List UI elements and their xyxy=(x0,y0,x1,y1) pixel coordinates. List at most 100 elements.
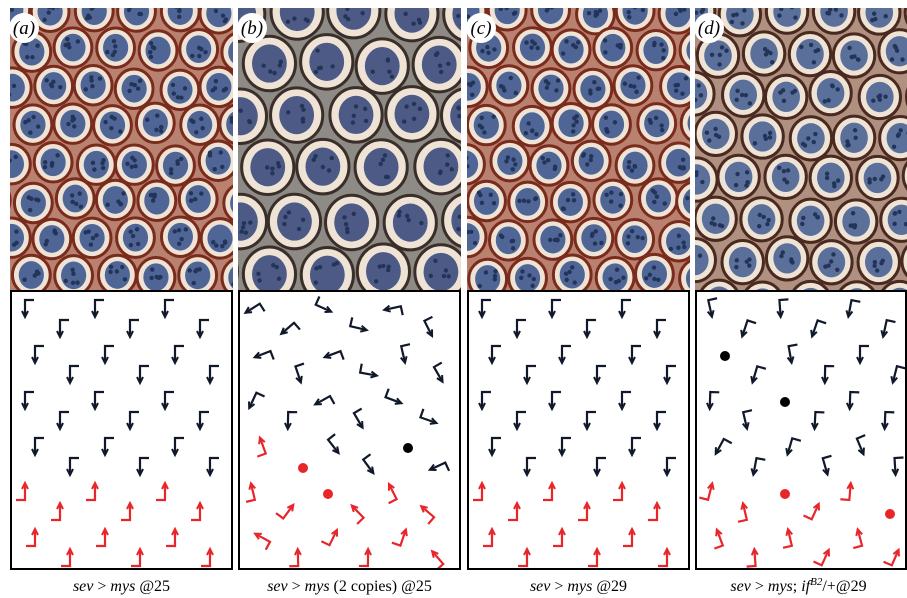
rhabdomere xyxy=(594,10,598,14)
cluster xyxy=(558,188,583,216)
rhabdomere xyxy=(129,230,133,234)
rhabdomere xyxy=(627,160,631,164)
rhabdomere xyxy=(223,239,227,243)
rhabdomere xyxy=(779,7,783,11)
rhabdomere xyxy=(699,93,703,97)
rhabdomere xyxy=(108,270,112,274)
rhabdomere xyxy=(801,216,805,220)
rhabdomere xyxy=(499,7,503,11)
rhabdomere xyxy=(169,167,173,171)
cluster xyxy=(558,36,583,64)
rhabdomere xyxy=(747,263,751,267)
rhabdomere xyxy=(159,125,163,129)
rhabdomere xyxy=(317,66,321,70)
rhabdomere xyxy=(803,143,807,147)
rhabdomere xyxy=(527,273,531,277)
rhabdomere xyxy=(354,104,358,108)
cluster xyxy=(0,74,25,102)
rhabdomere xyxy=(767,310,771,314)
rhabdomere xyxy=(189,191,193,195)
rhabdomere xyxy=(504,6,508,10)
rhabdomere xyxy=(648,273,652,277)
cluster xyxy=(560,261,585,289)
rhabdomere xyxy=(11,2,15,6)
rhabdomere xyxy=(210,88,214,92)
rhabdomere xyxy=(132,158,136,162)
rhabdomere xyxy=(3,161,7,165)
rhabdomere xyxy=(404,104,408,108)
rhabdomere xyxy=(445,162,449,166)
rhabdomere xyxy=(510,239,514,243)
rhabdomere xyxy=(533,41,537,45)
rhabdomere xyxy=(641,3,645,7)
rhabdomere xyxy=(834,7,838,11)
cluster xyxy=(103,186,128,214)
rhabdomere xyxy=(239,229,243,233)
rhabdomere xyxy=(541,156,545,160)
rhabdomere xyxy=(793,15,797,19)
cluster xyxy=(277,202,312,240)
rhabdomere xyxy=(101,166,105,170)
panel-label: (a) xyxy=(13,18,35,39)
rhabdomere xyxy=(888,297,892,301)
rhabdomere xyxy=(644,4,648,8)
cluster xyxy=(424,147,459,185)
rhabdomere xyxy=(135,227,139,231)
caption-part: mys xyxy=(110,578,135,595)
rhabdomere xyxy=(609,190,613,194)
rhabdomere xyxy=(157,276,161,280)
rhabdomere xyxy=(632,164,636,168)
rhabdomere xyxy=(248,220,252,224)
rhabdomere xyxy=(378,162,382,166)
rhabdomere xyxy=(757,224,761,228)
rhabdomere xyxy=(1,161,5,165)
rhabdomere xyxy=(75,280,79,284)
rhabdomere xyxy=(655,194,659,198)
rhabdomere xyxy=(199,117,203,121)
rhabdomere xyxy=(571,192,575,196)
rhabdomere xyxy=(659,42,663,46)
rhabdomere xyxy=(471,80,475,84)
rhabdomere xyxy=(616,43,620,47)
rhabdomere xyxy=(592,80,596,84)
rhabdomere xyxy=(352,212,356,216)
rhabdomere xyxy=(364,119,368,123)
rhabdomere xyxy=(627,10,631,14)
rhabdomere xyxy=(64,279,68,283)
rhabdomere xyxy=(177,242,181,246)
cluster xyxy=(749,288,777,318)
rhabdomere xyxy=(346,17,350,21)
rhabdomere xyxy=(471,2,475,6)
rhabdomere xyxy=(640,236,644,240)
rhabdomere xyxy=(72,124,76,128)
rhabdomere xyxy=(283,215,287,219)
rhabdomere xyxy=(564,39,568,43)
rhabdomere xyxy=(45,239,49,243)
rhabdomere xyxy=(22,278,26,282)
cell xyxy=(0,105,8,144)
rhabdomere xyxy=(461,103,465,107)
rhabdomere xyxy=(51,80,55,84)
rhabdomere xyxy=(735,89,739,93)
rhabdomere xyxy=(786,168,790,172)
rhabdomere xyxy=(397,213,401,217)
rhabdomere xyxy=(813,293,817,297)
rhabdomere xyxy=(112,39,116,43)
rhabdomere xyxy=(652,200,656,204)
rhabdomere xyxy=(605,129,609,133)
rhabdomere xyxy=(286,20,290,24)
equator-dot xyxy=(780,489,790,499)
caption-part: @29 xyxy=(592,578,627,595)
rhabdomere xyxy=(630,229,634,233)
rhabdomere xyxy=(462,160,466,164)
equator-dot xyxy=(298,463,308,473)
rhabdomere xyxy=(782,169,786,173)
schematic-frame xyxy=(696,291,906,569)
rhabdomere xyxy=(411,21,415,25)
rhabdomere xyxy=(700,180,704,184)
rhabdomere xyxy=(710,53,714,57)
rhabdomere xyxy=(891,308,895,312)
rhabdomere xyxy=(873,177,877,181)
rhabdomere xyxy=(484,270,488,274)
rhabdomere xyxy=(513,162,517,166)
